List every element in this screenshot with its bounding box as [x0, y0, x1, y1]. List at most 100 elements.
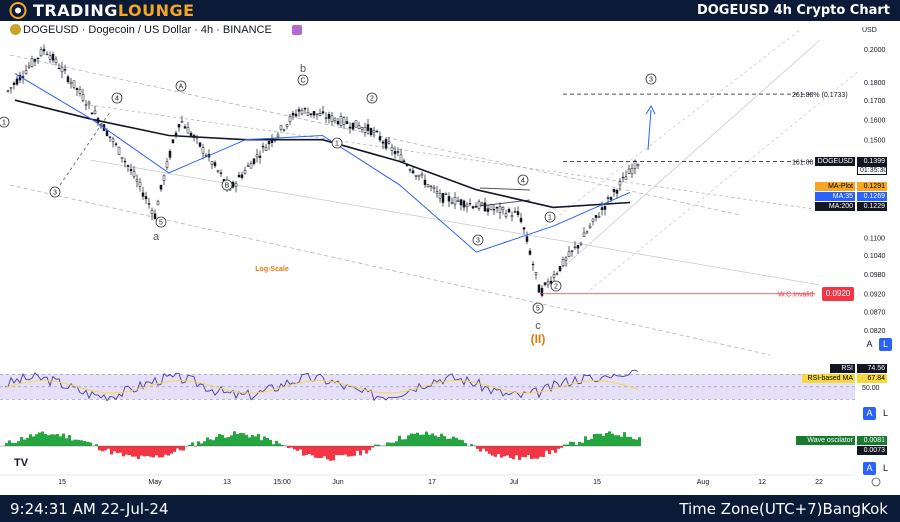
osc-bar [233, 431, 236, 446]
osc-bar [455, 437, 458, 446]
channel-line-1 [9, 184, 771, 356]
candle-body [144, 196, 148, 200]
invalid-price-value: 0.0920 [822, 287, 854, 301]
candle-body [306, 112, 310, 116]
candle-body [9, 87, 13, 89]
candle-body [153, 213, 157, 219]
candle-body [345, 121, 349, 124]
channel-line-2 [89, 104, 821, 211]
osc-bar [275, 440, 278, 446]
candle-body [261, 145, 265, 148]
candle-body [168, 150, 172, 158]
osc-bar [80, 440, 83, 446]
osc-bar [575, 445, 578, 446]
osc-bar [578, 441, 581, 446]
osc-bar [596, 433, 599, 446]
osc-bar [521, 446, 524, 457]
osc-bar [392, 442, 395, 446]
osc-bar [602, 435, 605, 446]
osc-bar [116, 446, 119, 454]
candle-body [375, 130, 379, 133]
osc-bar [506, 446, 509, 456]
osc-bar [194, 446, 197, 447]
rsi-auto-button[interactable]: A [863, 407, 876, 420]
wave-a-label: a [153, 231, 160, 243]
candle-body [123, 160, 127, 163]
candle-body [117, 146, 121, 155]
time-tick: May [148, 479, 162, 486]
candle-body [291, 112, 295, 116]
osc-bar [581, 442, 584, 446]
candle-body [54, 58, 58, 64]
osc-bar [77, 439, 80, 446]
wave-2-mid-circle [366, 92, 378, 104]
wave-guide [59, 111, 111, 186]
osc-bar [29, 434, 32, 446]
candle-body [552, 274, 556, 278]
candle-body [108, 136, 112, 138]
rsi-log-button[interactable]: L [882, 408, 888, 418]
ma200-label: MA:200 [815, 202, 855, 211]
candle-body [198, 142, 202, 147]
osc-bar [386, 442, 389, 446]
auto-scale-button[interactable]: A [866, 339, 873, 349]
osc-bar [26, 437, 29, 446]
price-chart[interactable]: 261.80% (0.1733) 161.80 W.C.Invalid 4 A B C 3 5… [0, 21, 900, 495]
osc-bar [239, 433, 242, 446]
candle-body [609, 197, 613, 200]
osc-bar [614, 435, 617, 446]
osc-bar [191, 442, 194, 446]
candle-body [126, 165, 130, 167]
osc-bar [590, 438, 593, 446]
candle-body [42, 48, 46, 52]
osc-bar [44, 433, 47, 446]
osc-bar [131, 446, 134, 457]
candle-body [498, 206, 502, 214]
candle-body [516, 211, 520, 216]
candle-body [495, 206, 499, 209]
invalid-label: W.C.Invalid [778, 292, 814, 299]
osc-bar [476, 446, 479, 449]
osc-bar [527, 446, 530, 456]
osc-log-button[interactable]: L [882, 463, 888, 473]
osc-bar [479, 446, 482, 452]
candle-body [294, 113, 298, 117]
osc-bar [329, 446, 332, 461]
osc-bar [182, 446, 185, 451]
osc-bar [497, 446, 500, 455]
osc-bar [104, 446, 107, 451]
candle-body [36, 57, 40, 59]
osc-bar [50, 434, 53, 446]
log-scale-button[interactable]: L [879, 338, 892, 351]
time-tick: 17 [428, 479, 436, 486]
candle-body [15, 78, 19, 85]
candle-body [588, 225, 592, 229]
wave-A: A [179, 84, 184, 91]
candle-body [525, 236, 529, 242]
candle-body [348, 126, 352, 129]
triangle-line-upper [479, 187, 531, 191]
candle-body [567, 251, 571, 257]
candle-body [213, 162, 217, 167]
indicator-icon[interactable] [292, 25, 302, 35]
wave-2-mid: 2 [370, 96, 374, 103]
wave-oscillator-pane: TV [0, 431, 641, 469]
candle-body [456, 200, 460, 202]
osc-bar [38, 432, 41, 446]
candle-body [177, 124, 181, 128]
candle-body [258, 155, 262, 158]
osc-bar [356, 446, 359, 451]
candle-body [159, 184, 163, 190]
osc-auto-button[interactable]: A [863, 462, 876, 475]
candle-body [165, 161, 169, 168]
osc-bar [530, 446, 533, 459]
wave-4-mid: 4 [521, 178, 525, 185]
candle-body [333, 117, 337, 122]
candle-body [558, 266, 562, 272]
ma-plot-value: 0.1291 [857, 182, 887, 191]
osc-bar [611, 433, 614, 446]
footer-timestamp: 9:24:31 AM 22-Jul-24 [10, 500, 169, 518]
fib-1618-label: 161.80 [792, 160, 814, 167]
candle-body [204, 155, 208, 157]
candle-body [171, 139, 175, 143]
